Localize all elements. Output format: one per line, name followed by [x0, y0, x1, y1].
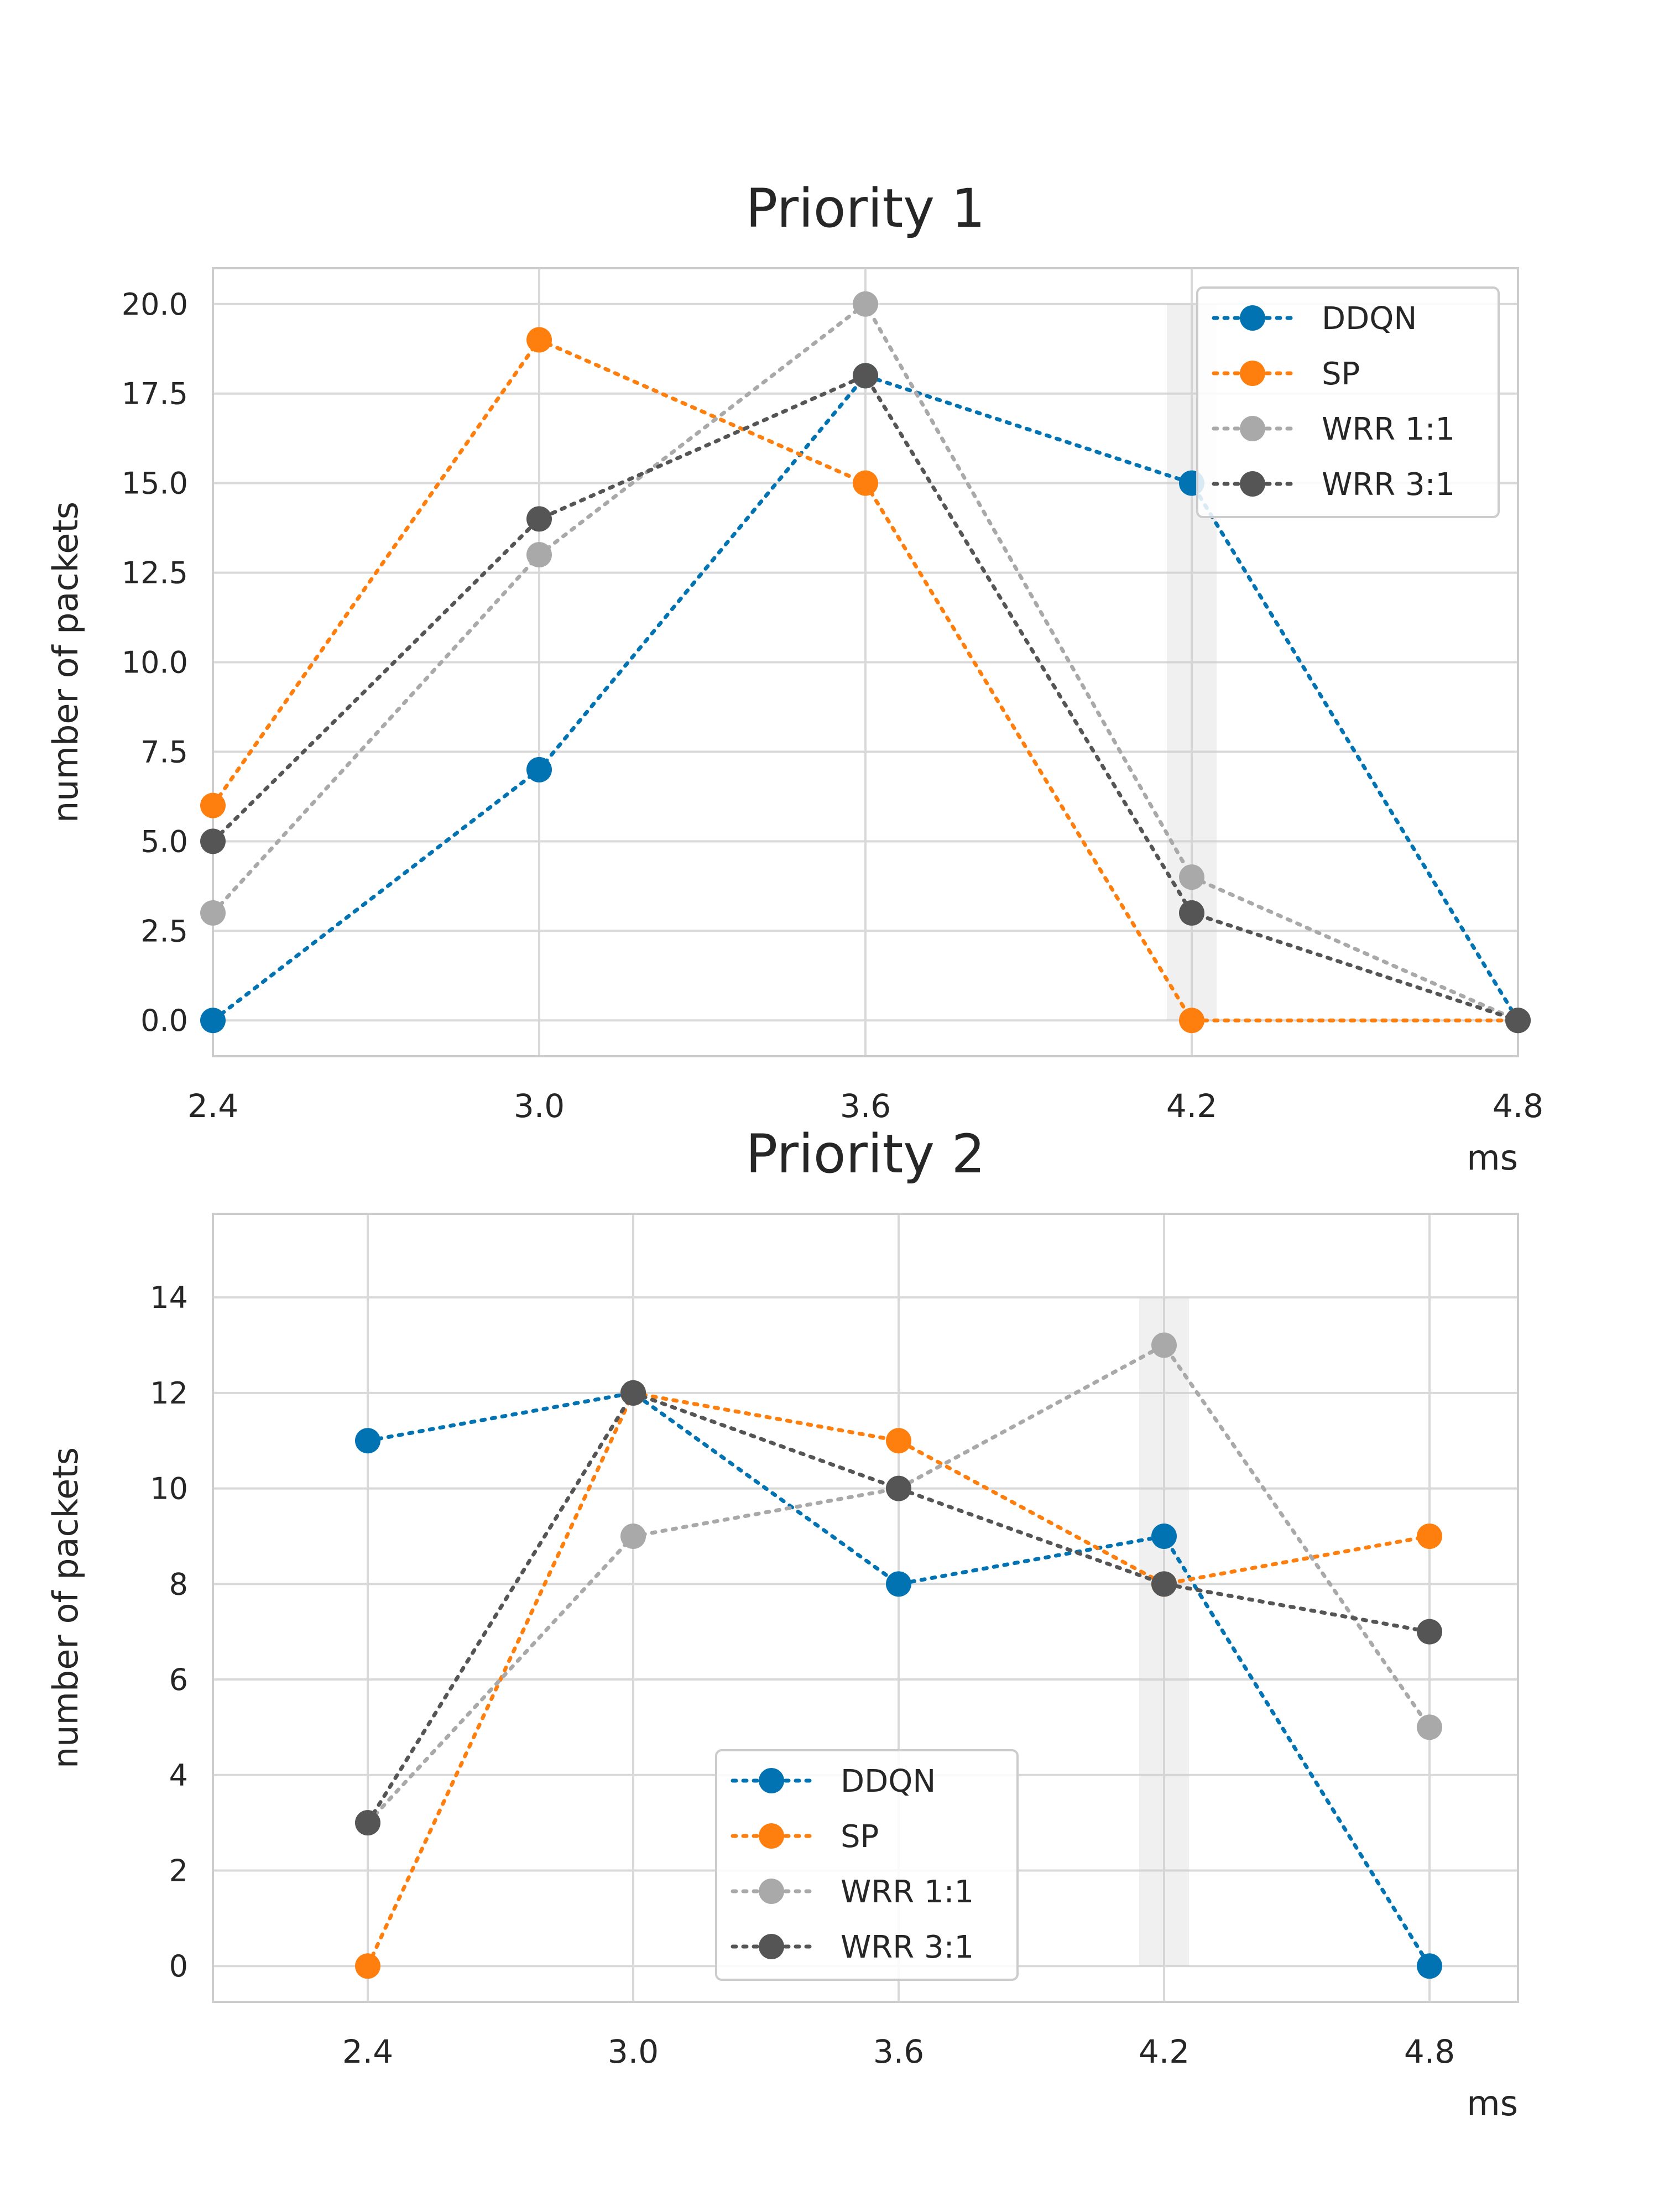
plot-frame	[212, 1213, 1519, 2003]
y-tick-label: 0.0	[140, 1003, 188, 1038]
y-tick-label: 4	[169, 1758, 188, 1793]
series-line-sp	[366, 1390, 1432, 1968]
x-tick-label: 2.4	[342, 2033, 393, 2070]
x-tick-label: 3.0	[514, 1087, 565, 1125]
data-point	[886, 1475, 911, 1501]
legend-marker	[759, 1823, 784, 1849]
data-point	[1179, 1008, 1204, 1034]
data-point	[355, 1953, 380, 1979]
data-point	[1151, 1571, 1177, 1597]
series-line-ddqn	[366, 1391, 1432, 1968]
x-tick-label: 3.0	[608, 2033, 659, 2070]
y-tick-label: 6	[169, 1662, 188, 1697]
legend-marker	[1240, 471, 1265, 497]
data-point	[355, 1810, 380, 1836]
x-tick-label: 4.8	[1493, 1087, 1543, 1125]
legend-label: WRR 1:1	[1322, 411, 1455, 447]
legend-label: WRR 1:1	[841, 1874, 974, 1910]
series-line-wrr-3-1	[211, 373, 1520, 1022]
data-point	[886, 1571, 911, 1597]
data-point	[526, 506, 552, 532]
x-tick-label: 4.2	[1139, 2033, 1190, 2070]
x-tick-label: 3.6	[873, 2033, 924, 2070]
x-tick-label: 4.2	[1166, 1087, 1217, 1125]
y-tick-label: 10.0	[122, 645, 188, 680]
y-tick-label: 12.5	[122, 556, 188, 591]
data-point	[200, 828, 226, 854]
data-point	[1151, 1332, 1177, 1358]
legend-marker	[1240, 305, 1265, 331]
legend-label: SP	[1322, 356, 1360, 392]
x-tick-label: 4.8	[1404, 2033, 1455, 2070]
data-point	[355, 1428, 380, 1454]
x-axis-label: ms	[1467, 2083, 1518, 2124]
y-tick-label: 5.0	[140, 824, 188, 859]
y-tick-label: 2	[169, 1854, 188, 1888]
y-tick-label: 0	[169, 1949, 188, 1984]
data-point	[1417, 1523, 1442, 1549]
plot-frame	[212, 267, 1519, 1057]
y-tick-label: 14	[150, 1280, 188, 1315]
data-point	[200, 900, 226, 926]
data-point	[853, 470, 878, 496]
legend-label: WRR 3:1	[1322, 467, 1455, 503]
data-point	[1417, 1953, 1442, 1979]
data-point	[526, 542, 552, 568]
data-point	[853, 363, 878, 389]
chart-panel-2: Priority 2 0 2 4 6 8 10 12 14 2.4 3.0 3.6 4.2 4.8 ms nu…	[45, 1123, 1519, 2124]
legend-box	[1196, 286, 1500, 518]
chart-title: Priority 2	[745, 1123, 985, 1185]
y-tick-label: 17.5	[122, 377, 188, 411]
x-tick-label: 3.6	[840, 1087, 891, 1125]
data-point	[620, 1523, 646, 1549]
legend-label: DDQN	[1322, 301, 1417, 337]
data-point	[1505, 1008, 1531, 1034]
y-axis-label: number of packets	[45, 1447, 86, 1768]
chart-title: Priority 1	[745, 178, 985, 239]
legend-marker	[1240, 416, 1265, 441]
chart-panel-1: Priority 1 0.0 2.5 5.0 7.5 10.0 12.5 15.0 17.5 20…	[45, 178, 1543, 1178]
y-axis-label: number of packets	[45, 502, 86, 823]
legend-label: DDQN	[841, 1764, 936, 1799]
y-tick-label: 15.0	[122, 466, 188, 501]
x-axis-label: ms	[1467, 1138, 1518, 1178]
data-point	[200, 1008, 226, 1034]
data-point	[1417, 1619, 1442, 1645]
legend-label: SP	[841, 1819, 879, 1855]
y-tick-label: 20.0	[122, 287, 188, 322]
x-tick-label: 2.4	[187, 1087, 238, 1125]
highlight-band	[1139, 1297, 1189, 1966]
data-point	[1417, 1714, 1442, 1740]
data-point	[1179, 864, 1204, 890]
legend-marker	[759, 1934, 784, 1959]
legend-box	[715, 1749, 1019, 1981]
legend: DDQN SP WRR 1:1 WRR 3:1	[715, 1749, 1019, 1981]
data-point	[526, 757, 552, 782]
y-tick-label: 2.5	[140, 914, 188, 948]
data-point	[1179, 900, 1204, 926]
data-point	[1151, 1523, 1177, 1549]
data-point	[200, 792, 226, 818]
data-point	[853, 291, 878, 317]
data-point	[526, 327, 552, 353]
y-tick-label: 8	[169, 1567, 188, 1601]
legend-marker	[759, 1768, 784, 1793]
y-tick-label: 10	[150, 1472, 188, 1506]
y-tick-label: 7.5	[140, 734, 188, 769]
y-tick-label: 12	[150, 1376, 188, 1411]
legend-marker	[759, 1879, 784, 1904]
data-point	[886, 1428, 911, 1454]
legend-marker	[1240, 361, 1265, 386]
data-point	[620, 1380, 646, 1406]
legend-label: WRR 3:1	[841, 1929, 974, 1965]
legend: DDQN SP WRR 1:1 WRR 3:1	[1196, 286, 1500, 518]
